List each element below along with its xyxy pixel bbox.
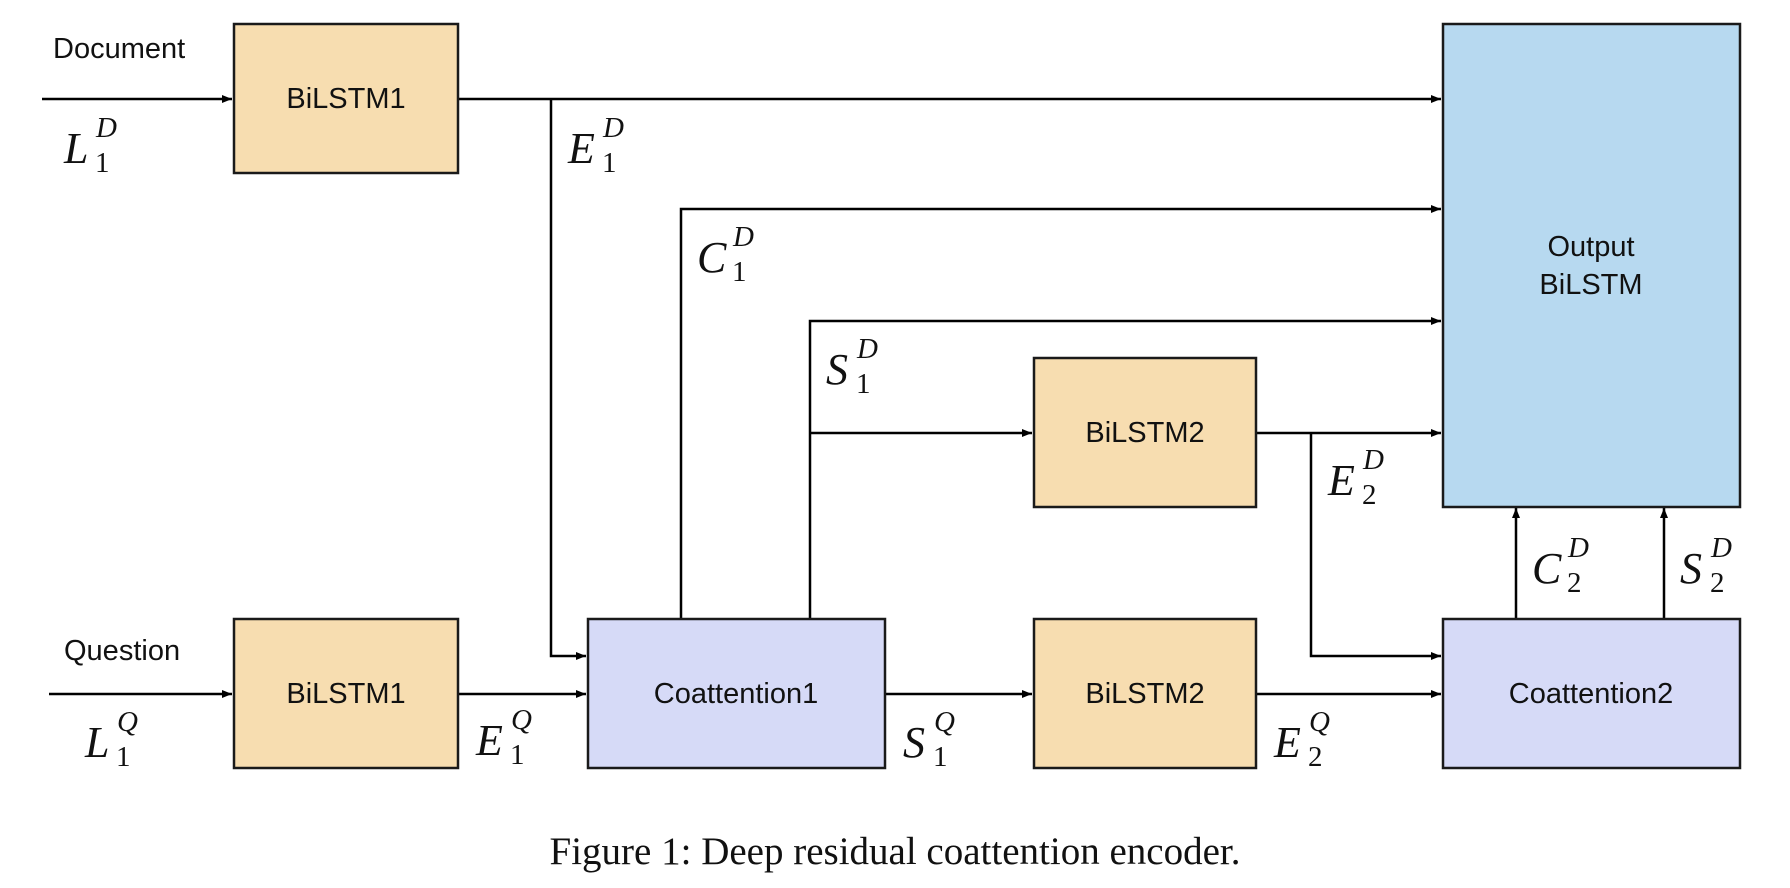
svg-text:S: S [903, 718, 925, 767]
bilstm2-bottom-box: BiLSTM2 [1032, 617, 1258, 770]
svg-text:2: 2 [1710, 567, 1725, 599]
symbol-s1q: S Q 1 [903, 706, 955, 773]
coattention2-box: Coattention2 [1441, 617, 1742, 770]
svg-text:2: 2 [1308, 741, 1323, 773]
svg-text:1: 1 [933, 741, 948, 773]
symbol-e2q: E Q 2 [1273, 706, 1330, 773]
edges [42, 95, 1668, 698]
svg-text:2: 2 [1567, 567, 1582, 599]
svg-text:D: D [732, 221, 754, 253]
symbol-s1d: S D 1 [826, 333, 878, 400]
svg-text:D: D [1567, 532, 1589, 564]
svg-text:L: L [63, 124, 88, 173]
doc-bilstm1-label: BiLSTM1 [286, 83, 405, 115]
symbol-e1d: E D 1 [567, 112, 624, 179]
svg-text:1: 1 [602, 147, 617, 179]
output-bilstm-box: Output BiLSTM [1441, 22, 1742, 509]
svg-text:1: 1 [856, 368, 871, 400]
symbol-l1d: L D 1 [63, 112, 117, 179]
svg-text:Q: Q [117, 706, 138, 738]
symbol-e2d: E D 2 [1327, 444, 1384, 511]
svg-text:Q: Q [1309, 706, 1330, 738]
bilstm2-top-rect [1032, 356, 1258, 509]
svg-text:C: C [1532, 544, 1562, 593]
document-input-label: Document [53, 33, 185, 65]
svg-text:D: D [1362, 444, 1384, 476]
doc-bilstm1-rect [232, 22, 460, 175]
svg-text:D: D [1710, 532, 1732, 564]
q-bilstm1-box: BiLSTM1 [232, 617, 460, 770]
edge-e1d-to-coattention1 [549, 99, 586, 660]
svg-text:D: D [95, 112, 117, 144]
doc-bilstm1-box: BiLSTM1 [232, 22, 460, 175]
svg-text:D: D [856, 333, 878, 365]
svg-text:1: 1 [510, 739, 525, 771]
bilstm2-top-box: BiLSTM2 [1032, 356, 1258, 509]
symbol-c1d: C D 1 [697, 221, 754, 288]
edge-s1d-to-output [808, 317, 1441, 618]
bilstm2-bottom-label: BiLSTM2 [1085, 678, 1204, 710]
symbol-e1q: E Q 1 [475, 704, 532, 771]
coattention1-rect [586, 617, 887, 770]
output-bilstm-label-line2: BiLSTM [1539, 269, 1642, 301]
bilstm2-top-label: BiLSTM2 [1085, 417, 1204, 449]
svg-text:Q: Q [511, 704, 532, 736]
svg-text:E: E [1273, 718, 1301, 767]
svg-text:2: 2 [1362, 479, 1377, 511]
svg-text:E: E [567, 124, 595, 173]
edge-c1d-to-output [679, 205, 1441, 618]
svg-text:1: 1 [116, 741, 131, 773]
svg-text:D: D [602, 112, 624, 144]
svg-text:1: 1 [95, 147, 110, 179]
coattention2-rect [1441, 617, 1742, 770]
svg-text:E: E [1327, 456, 1355, 505]
q-bilstm1-rect [232, 617, 460, 770]
svg-text:S: S [826, 345, 848, 394]
svg-text:L: L [84, 718, 109, 767]
symbol-c2d: C D 2 [1532, 532, 1589, 599]
coattention2-label: Coattention2 [1509, 678, 1673, 710]
svg-text:E: E [475, 716, 503, 765]
svg-text:Q: Q [934, 706, 955, 738]
output-bilstm-label-line1: Output [1547, 231, 1634, 263]
coattention1-label: Coattention1 [654, 678, 818, 710]
symbol-s2d: S D 2 [1680, 532, 1732, 599]
svg-text:S: S [1680, 544, 1702, 593]
symbol-l1q: L Q 1 [84, 706, 138, 773]
coattention1-box: Coattention1 [586, 617, 887, 770]
output-bilstm-rect [1441, 22, 1742, 509]
edge-e2d-to-coattention2 [1309, 433, 1441, 660]
figure-caption: Figure 1: Deep residual coattention enco… [550, 830, 1241, 873]
svg-text:C: C [697, 233, 727, 282]
bilstm2-bottom-rect [1032, 617, 1258, 770]
q-bilstm1-label: BiLSTM1 [286, 678, 405, 710]
question-input-label: Question [64, 635, 180, 667]
svg-text:1: 1 [732, 256, 747, 288]
